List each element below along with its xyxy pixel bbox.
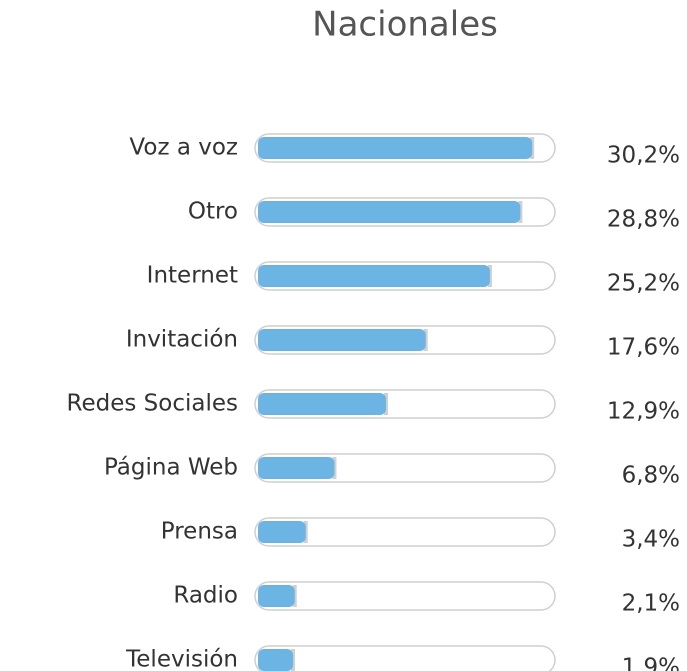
category-label: Prensa — [161, 519, 238, 545]
category-label: Redes Sociales — [67, 391, 238, 417]
value-label: 12,9% — [607, 399, 680, 425]
bar — [258, 521, 306, 543]
category-label: Voz a voz — [129, 135, 238, 161]
bar — [258, 265, 490, 287]
bar — [258, 329, 426, 351]
category-label: Otro — [188, 199, 238, 225]
category-label: Invitación — [126, 327, 238, 353]
value-label: 25,2% — [607, 271, 680, 297]
category-label: Radio — [173, 583, 238, 609]
bar-track — [254, 645, 556, 671]
bar-track — [254, 581, 556, 611]
value-label: 6,8% — [622, 463, 680, 489]
value-label: 28,8% — [607, 207, 680, 233]
category-label: Internet — [147, 263, 238, 289]
category-label: Página Web — [104, 455, 238, 481]
bar — [258, 201, 521, 223]
value-label: 30,2% — [607, 143, 680, 169]
category-label: Televisión — [125, 647, 238, 671]
value-label: 17,6% — [607, 335, 680, 361]
value-label: 3,4% — [622, 527, 680, 553]
bar — [258, 585, 295, 607]
bar — [258, 457, 335, 479]
bar — [258, 649, 294, 671]
value-label: 2,1% — [622, 591, 680, 617]
bar — [258, 393, 387, 415]
chart-title: Nacionales — [312, 5, 498, 45]
value-label: 1,9% — [622, 655, 680, 671]
bar-track — [254, 517, 556, 547]
bar — [258, 137, 533, 159]
